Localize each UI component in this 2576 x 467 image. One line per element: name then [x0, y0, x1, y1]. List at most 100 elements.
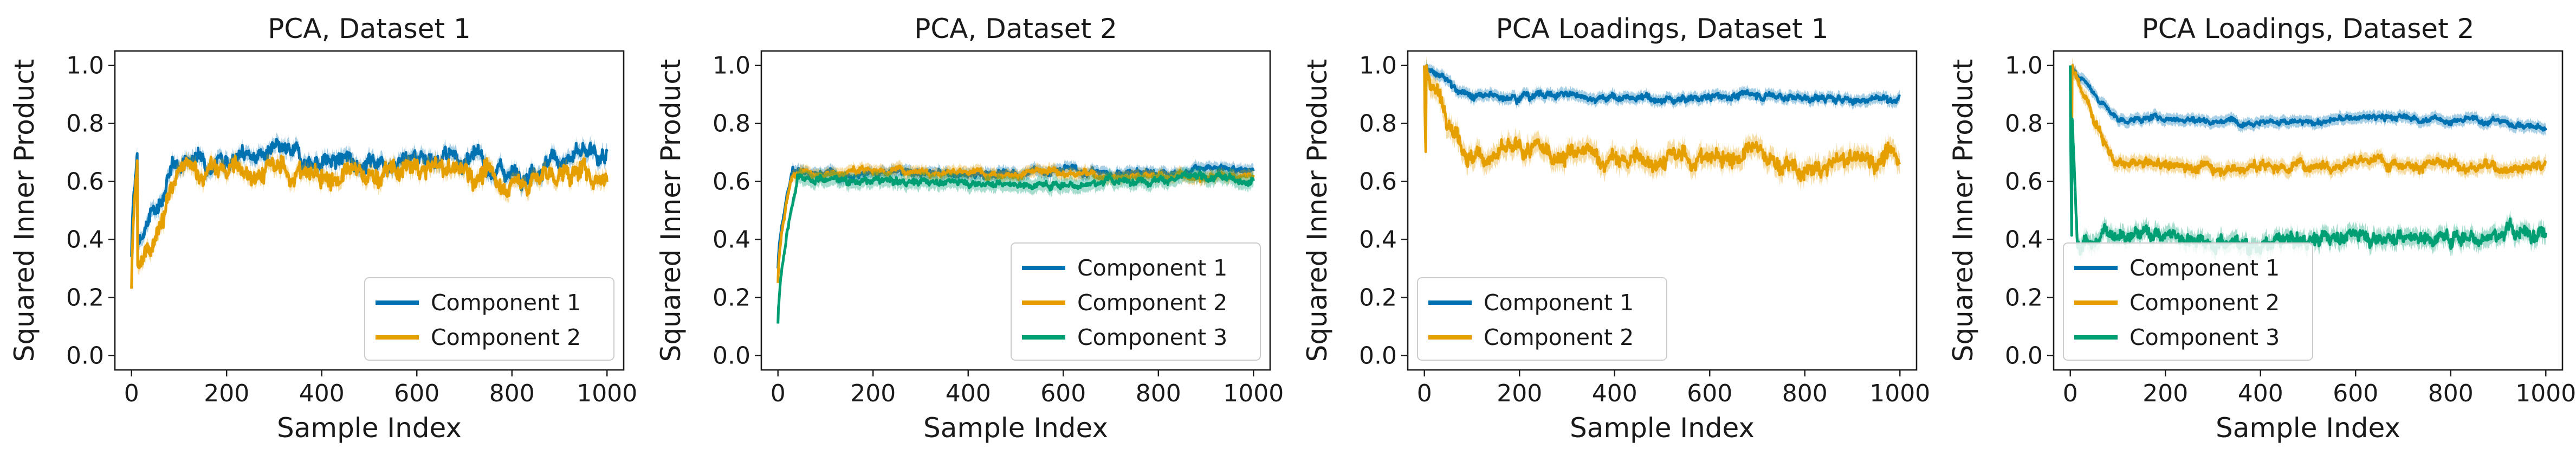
y-tick-label: 0.0	[2005, 342, 2043, 369]
x-tick-label: 0	[771, 380, 786, 407]
plot-area	[130, 132, 609, 296]
legend: Component 1 Component 2	[1417, 277, 1667, 361]
legend: Component 1 Component 2 Component 3	[2063, 242, 2313, 361]
x-tick-label: 200	[2143, 380, 2188, 407]
y-tick-label: 0.0	[1359, 342, 1397, 369]
x-tick-label: 400	[2238, 380, 2283, 407]
plot-area	[1423, 55, 1901, 191]
y-axis-label: Squared Inner Product	[655, 59, 687, 362]
legend: Component 1 Component 2 Component 3	[1011, 242, 1261, 361]
y-tick-label: 0.8	[1359, 110, 1397, 138]
x-tick-label: 200	[850, 380, 896, 407]
x-tick-label: 1000	[577, 380, 637, 407]
x-tick-label: 800	[1782, 380, 1828, 407]
x-axis-label: Sample Index	[1570, 412, 1755, 444]
y-axis-label: Squared Inner Product	[9, 59, 40, 362]
x-tick-label: 400	[946, 380, 991, 407]
y-tick-label: 1.0	[2005, 52, 2043, 80]
x-axis-label: Sample Index	[277, 412, 462, 444]
y-tick-label: 0.0	[713, 342, 750, 369]
legend-entry-1: Component 1	[1484, 290, 1634, 316]
series-line-component-1	[1423, 64, 1901, 106]
y-tick-label: 0.8	[2005, 110, 2043, 138]
chart-panel-3: 0 200 400 600 800 1000 0.0 0.2 0.4 0.6 0.8 1.0 PCA L…	[1302, 13, 1930, 444]
y-tick-label: 0.2	[713, 284, 750, 311]
series-band-component-1	[131, 132, 607, 264]
legend-frame	[364, 277, 614, 361]
x-tick-label: 800	[489, 380, 535, 407]
legend-entry-1: Component 1	[2130, 255, 2280, 281]
y-tick-label: 0.2	[2005, 284, 2043, 311]
series-line-component-2	[2069, 64, 2547, 177]
x-tick-label: 1000	[1223, 380, 1284, 407]
y-axis-label: Squared Inner Product	[1947, 59, 1979, 362]
y-tick-label: 1.0	[1359, 52, 1397, 80]
chart-title: PCA, Dataset 2	[914, 13, 1117, 44]
y-tick-label: 0.8	[66, 110, 104, 138]
series-line-component-3	[2069, 65, 2547, 257]
x-axis-label: Sample Index	[923, 412, 1108, 444]
y-tick-label: 1.0	[713, 52, 750, 80]
y-tick-label: 0.8	[713, 110, 750, 138]
chart-title: PCA Loadings, Dataset 1	[1496, 13, 1829, 44]
x-tick-label: 600	[1687, 380, 1732, 407]
legend-entry-3: Component 3	[2130, 324, 2280, 350]
y-tick-label: 0.2	[1359, 284, 1397, 311]
legend-frame	[1417, 277, 1667, 361]
series-line-component-1	[2069, 65, 2547, 132]
x-tick-label: 0	[2063, 380, 2078, 407]
y-tick-label: 0.6	[713, 168, 750, 196]
legend-entry-1: Component 1	[1077, 255, 1227, 281]
y-axis-label: Squared Inner Product	[1302, 59, 1333, 362]
x-tick-label: 0	[1417, 380, 1432, 407]
x-tick-label: 0	[124, 380, 139, 407]
chart-title: PCA Loadings, Dataset 2	[2142, 13, 2475, 44]
y-tick-label: 0.6	[2005, 168, 2043, 196]
y-tick-label: 0.6	[1359, 168, 1397, 196]
series-line-component-2	[776, 164, 1255, 283]
plot-frame	[2053, 50, 2564, 371]
y-tick-label: 0.4	[713, 226, 750, 253]
series-line-component-2	[130, 155, 609, 289]
legend-entry-2: Component 2	[431, 324, 581, 350]
x-tick-label: 800	[2428, 380, 2474, 407]
chart-panel-1: 0 200 400 600 800 1000 0.0 0.2 0.4 0.6 0.8 1.0 PCA, …	[9, 13, 637, 444]
series-band-component-1	[2070, 60, 2546, 137]
y-tick-label: 0.4	[66, 226, 104, 253]
series-band-component-2	[1424, 55, 1900, 191]
legend-entry-2: Component 2	[1484, 324, 1634, 350]
plot-area	[776, 159, 1255, 331]
y-tick-label: 0.0	[66, 342, 104, 369]
x-tick-label: 400	[299, 380, 345, 407]
chart-panel-4: 0 200 400 600 800 1000 0.0 0.2 0.4 0.6 0.8 1.0 PCA L…	[1947, 13, 2576, 444]
y-tick-label: 0.4	[1359, 226, 1397, 253]
plot-frame	[114, 50, 625, 371]
x-tick-label: 200	[204, 380, 249, 407]
legend-entry-2: Component 2	[1077, 290, 1227, 316]
y-tick-label: 0.2	[66, 284, 104, 311]
x-tick-label: 400	[1592, 380, 1637, 407]
x-tick-label: 200	[1497, 380, 1542, 407]
series-line-component-1	[130, 138, 609, 257]
plot-frame	[760, 50, 1271, 371]
x-tick-label: 600	[394, 380, 439, 407]
legend-frame	[1011, 242, 1261, 361]
legend-frame	[2063, 242, 2313, 361]
y-tick-label: 0.6	[66, 168, 104, 196]
legend: Component 1 Component 2	[364, 277, 614, 361]
x-tick-label: 1000	[1869, 380, 1930, 407]
y-tick-label: 0.4	[2005, 226, 2043, 253]
chart-title: PCA, Dataset 1	[268, 13, 471, 44]
x-tick-label: 600	[2333, 380, 2378, 407]
x-axis-label: Sample Index	[2216, 412, 2400, 444]
series-line-component-3	[776, 170, 1255, 324]
plot-area	[2069, 56, 2547, 264]
y-tick-label: 1.0	[66, 52, 104, 80]
chart-panel-2: 0 200 400 600 800 1000 0.0 0.2 0.4 0.6 0.8 1.0 PCA, …	[655, 13, 1284, 444]
series-line-component-2	[1423, 64, 1901, 182]
legend-entry-2: Component 2	[2130, 290, 2280, 316]
x-tick-label: 600	[1040, 380, 1086, 407]
x-tick-label: 1000	[2515, 380, 2576, 407]
plot-frame	[1407, 50, 1918, 371]
